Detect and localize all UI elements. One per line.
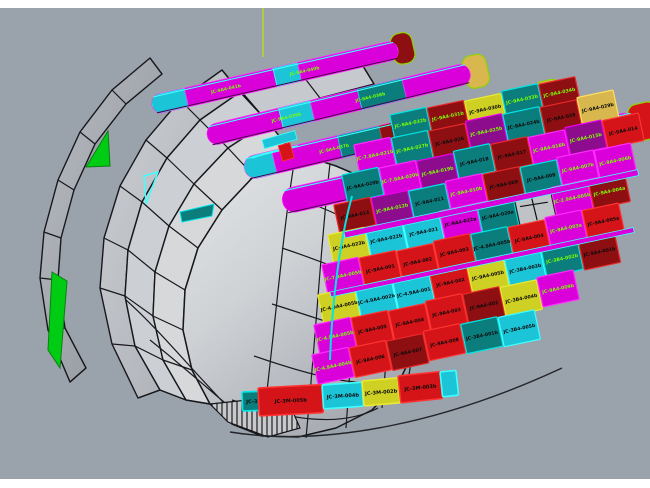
ribbon-edge-sliver — [329, 227, 635, 298]
hull-bottom-shadow-line — [229, 367, 563, 438]
edge-accent-group — [261, 130, 298, 162]
panel-tile[interactable]: JC-3M-005b — [257, 383, 325, 417]
mosaic-left-seam — [329, 195, 353, 361]
panel-tile[interactable]: JC-3M-004b — [321, 381, 365, 410]
teal-sliver-panel[interactable] — [179, 203, 215, 223]
panel-tile[interactable]: JC-3M-003b — [397, 370, 444, 404]
mosaic-row: JC-9A4-032bJC-9A4-031bJC-9A4-030bJC-9A4-… — [389, 76, 581, 139]
green-highlight-triangle[interactable] — [85, 129, 111, 168]
panel-tile[interactable] — [439, 369, 460, 398]
panel-tile[interactable]: JC-3M-002b — [361, 377, 401, 407]
bottom-panel-row: JC-3M-006bJC-3M-005bJC-3M-004bJC-3M-002b… — [241, 369, 460, 417]
cyan-edge-arc — [251, 145, 299, 159]
green-highlight-strip[interactable] — [47, 271, 68, 370]
cyan-patch-outline — [143, 170, 160, 205]
ribbon-edge-sliver — [343, 169, 640, 239]
